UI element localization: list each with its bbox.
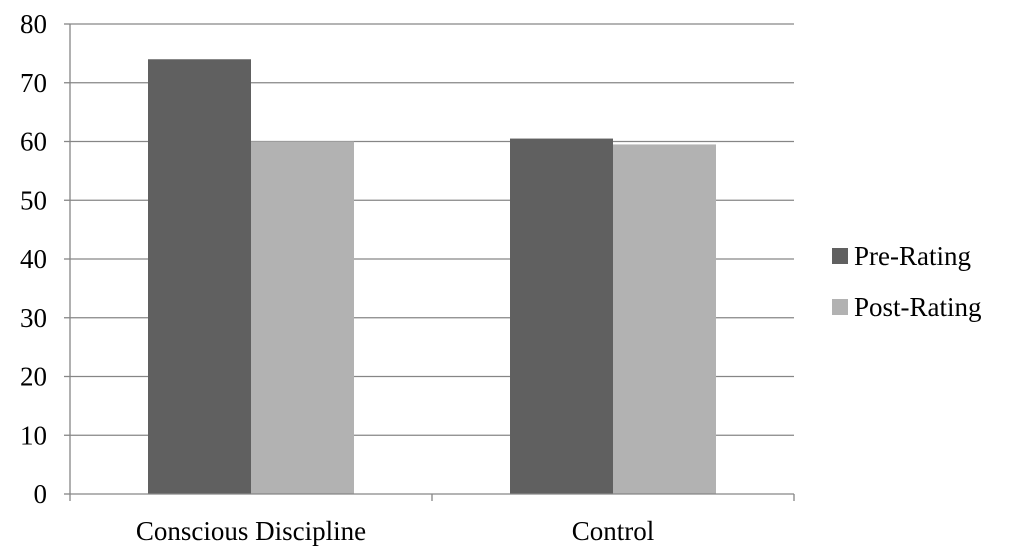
bar-post-rating xyxy=(251,141,354,494)
y-tick-labels: 0 10 20 30 40 50 60 70 80 xyxy=(20,9,47,509)
legend-swatch xyxy=(832,248,848,264)
bars xyxy=(148,59,716,494)
y-tick-label: 0 xyxy=(34,479,48,509)
bar-pre-rating xyxy=(510,138,613,494)
y-tick-label: 10 xyxy=(20,420,47,450)
x-tick-label: Conscious Discipline xyxy=(136,516,366,546)
x-tick-label: Control xyxy=(572,516,655,546)
y-tick-label: 20 xyxy=(20,362,47,392)
legend-label: Post-Rating xyxy=(854,292,982,322)
axes xyxy=(64,23,795,501)
y-tick-label: 80 xyxy=(20,9,47,39)
y-tick-label: 40 xyxy=(20,244,47,274)
legend-label: Pre-Rating xyxy=(854,241,971,271)
legend-swatch xyxy=(832,299,848,315)
y-tick-label: 50 xyxy=(20,185,47,215)
bar-pre-rating xyxy=(148,59,251,494)
y-tick-label: 70 xyxy=(20,68,47,98)
legend: Pre-Rating Post-Rating xyxy=(832,241,982,322)
x-tick-labels: Conscious Discipline Control xyxy=(136,516,654,546)
bar-post-rating xyxy=(613,144,716,494)
y-tick-label: 60 xyxy=(20,127,47,157)
y-tick-label: 30 xyxy=(20,303,47,333)
